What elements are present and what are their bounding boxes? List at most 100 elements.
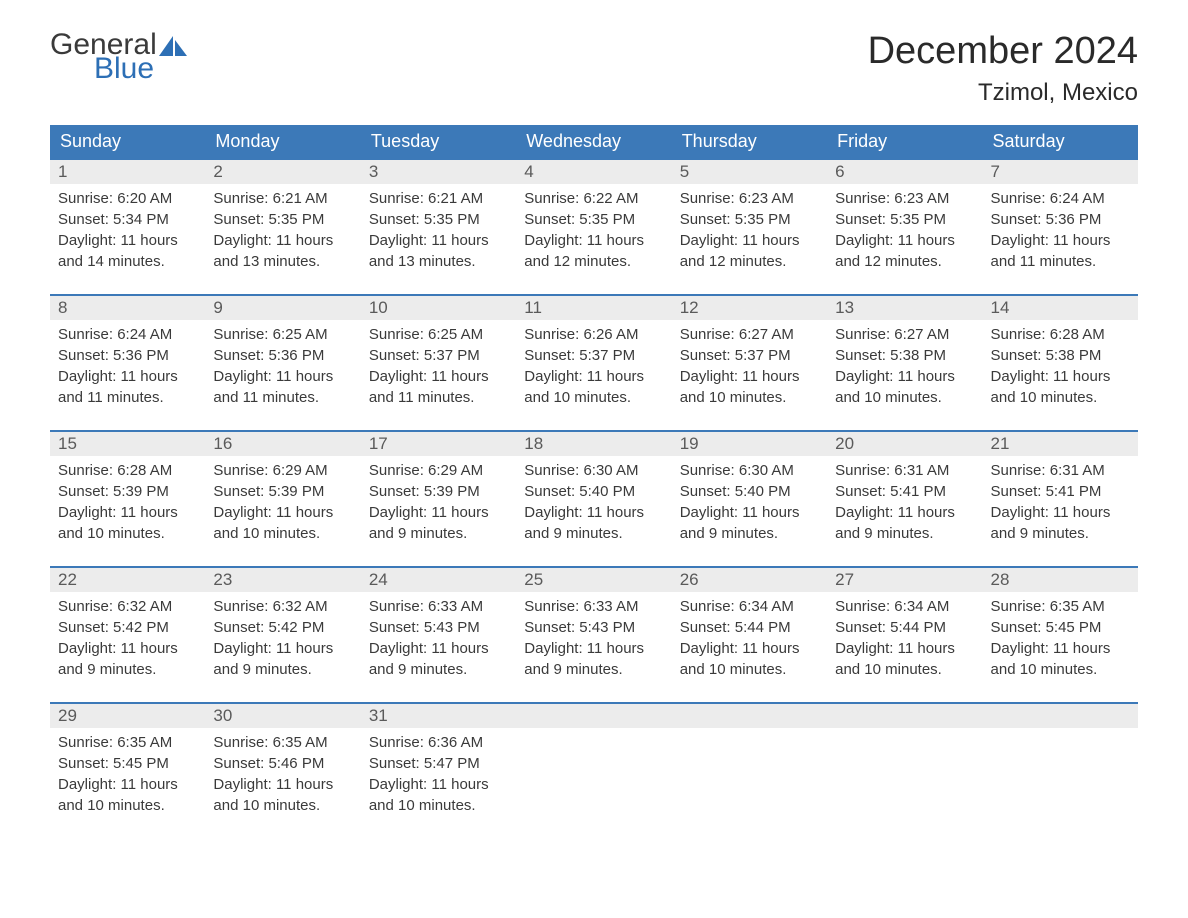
day-content: Sunrise: 6:21 AMSunset: 5:35 PMDaylight:… [205,184,360,294]
daylight-text: Daylight: 11 hours and 10 minutes. [369,774,508,816]
weekday-header-row: Sunday Monday Tuesday Wednesday Thursday… [50,125,1138,159]
sunrise-text: Sunrise: 6:26 AM [524,324,663,345]
daylight-text: Daylight: 11 hours and 10 minutes. [991,366,1130,408]
daylight-text: Daylight: 11 hours and 14 minutes. [58,230,197,272]
day-number: 1 [50,160,205,184]
daylight-text: Daylight: 11 hours and 10 minutes. [213,502,352,544]
sunset-text: Sunset: 5:45 PM [991,617,1130,638]
day-number: 22 [50,568,205,592]
calendar-day-cell: 15Sunrise: 6:28 AMSunset: 5:39 PMDayligh… [50,431,205,567]
sunset-text: Sunset: 5:36 PM [213,345,352,366]
sunset-text: Sunset: 5:41 PM [991,481,1130,502]
day-content: Sunrise: 6:29 AMSunset: 5:39 PMDaylight:… [205,456,360,566]
sunrise-text: Sunrise: 6:34 AM [680,596,819,617]
calendar-day-cell: 20Sunrise: 6:31 AMSunset: 5:41 PMDayligh… [827,431,982,567]
daylight-text: Daylight: 11 hours and 11 minutes. [991,230,1130,272]
sunset-text: Sunset: 5:43 PM [524,617,663,638]
day-number: 26 [672,568,827,592]
sunset-text: Sunset: 5:35 PM [369,209,508,230]
calendar-day-cell: 8Sunrise: 6:24 AMSunset: 5:36 PMDaylight… [50,295,205,431]
calendar-week-row: 15Sunrise: 6:28 AMSunset: 5:39 PMDayligh… [50,431,1138,567]
sunrise-text: Sunrise: 6:35 AM [213,732,352,753]
day-number: 12 [672,296,827,320]
sunrise-text: Sunrise: 6:24 AM [991,188,1130,209]
day-content: Sunrise: 6:35 AMSunset: 5:45 PMDaylight:… [983,592,1138,702]
day-content: Sunrise: 6:27 AMSunset: 5:37 PMDaylight:… [672,320,827,430]
weekday-header: Friday [827,125,982,159]
day-number: 5 [672,160,827,184]
day-content: Sunrise: 6:23 AMSunset: 5:35 PMDaylight:… [827,184,982,294]
day-content: Sunrise: 6:25 AMSunset: 5:37 PMDaylight:… [361,320,516,430]
month-title: December 2024 [868,30,1138,73]
calendar-day-cell [516,703,671,838]
weekday-header: Monday [205,125,360,159]
day-content: Sunrise: 6:32 AMSunset: 5:42 PMDaylight:… [205,592,360,702]
title-block: December 2024 Tzimol, Mexico [868,30,1138,107]
calendar-day-cell: 5Sunrise: 6:23 AMSunset: 5:35 PMDaylight… [672,159,827,295]
day-content: Sunrise: 6:30 AMSunset: 5:40 PMDaylight:… [516,456,671,566]
day-number: 18 [516,432,671,456]
calendar-day-cell: 29Sunrise: 6:35 AMSunset: 5:45 PMDayligh… [50,703,205,838]
sunrise-text: Sunrise: 6:23 AM [835,188,974,209]
day-number: 30 [205,704,360,728]
sunset-text: Sunset: 5:45 PM [58,753,197,774]
sunrise-text: Sunrise: 6:32 AM [213,596,352,617]
calendar-day-cell: 21Sunrise: 6:31 AMSunset: 5:41 PMDayligh… [983,431,1138,567]
weekday-header: Thursday [672,125,827,159]
day-number: 14 [983,296,1138,320]
sunrise-text: Sunrise: 6:20 AM [58,188,197,209]
sunset-text: Sunset: 5:38 PM [835,345,974,366]
daylight-text: Daylight: 11 hours and 10 minutes. [524,366,663,408]
calendar-day-cell: 26Sunrise: 6:34 AMSunset: 5:44 PMDayligh… [672,567,827,703]
sunrise-text: Sunrise: 6:27 AM [680,324,819,345]
day-number: 8 [50,296,205,320]
day-content: Sunrise: 6:34 AMSunset: 5:44 PMDaylight:… [672,592,827,702]
calendar-day-cell: 25Sunrise: 6:33 AMSunset: 5:43 PMDayligh… [516,567,671,703]
daylight-text: Daylight: 11 hours and 9 minutes. [213,638,352,680]
calendar-day-cell: 3Sunrise: 6:21 AMSunset: 5:35 PMDaylight… [361,159,516,295]
daylight-text: Daylight: 11 hours and 9 minutes. [835,502,974,544]
day-number: 9 [205,296,360,320]
daylight-text: Daylight: 11 hours and 12 minutes. [680,230,819,272]
daylight-text: Daylight: 11 hours and 9 minutes. [524,638,663,680]
daylight-text: Daylight: 11 hours and 13 minutes. [213,230,352,272]
day-number: 6 [827,160,982,184]
sunset-text: Sunset: 5:37 PM [680,345,819,366]
day-number: 31 [361,704,516,728]
day-content: Sunrise: 6:32 AMSunset: 5:42 PMDaylight:… [50,592,205,702]
sunrise-text: Sunrise: 6:30 AM [524,460,663,481]
weekday-header: Tuesday [361,125,516,159]
day-number: 29 [50,704,205,728]
calendar-day-cell: 9Sunrise: 6:25 AMSunset: 5:36 PMDaylight… [205,295,360,431]
day-number: 23 [205,568,360,592]
calendar-day-cell: 11Sunrise: 6:26 AMSunset: 5:37 PMDayligh… [516,295,671,431]
day-content: Sunrise: 6:28 AMSunset: 5:39 PMDaylight:… [50,456,205,566]
day-content: Sunrise: 6:25 AMSunset: 5:36 PMDaylight:… [205,320,360,430]
day-content: Sunrise: 6:24 AMSunset: 5:36 PMDaylight:… [50,320,205,430]
sunrise-text: Sunrise: 6:30 AM [680,460,819,481]
daylight-text: Daylight: 11 hours and 10 minutes. [58,502,197,544]
sunrise-text: Sunrise: 6:31 AM [991,460,1130,481]
logo-sail-icon [159,36,187,56]
sunset-text: Sunset: 5:47 PM [369,753,508,774]
daylight-text: Daylight: 11 hours and 10 minutes. [58,774,197,816]
day-number: 11 [516,296,671,320]
sunset-text: Sunset: 5:42 PM [213,617,352,638]
day-number: 4 [516,160,671,184]
sunset-text: Sunset: 5:35 PM [524,209,663,230]
calendar-day-cell: 23Sunrise: 6:32 AMSunset: 5:42 PMDayligh… [205,567,360,703]
day-number: 3 [361,160,516,184]
sunrise-text: Sunrise: 6:24 AM [58,324,197,345]
day-content: Sunrise: 6:33 AMSunset: 5:43 PMDaylight:… [516,592,671,702]
daylight-text: Daylight: 11 hours and 9 minutes. [524,502,663,544]
day-content: Sunrise: 6:34 AMSunset: 5:44 PMDaylight:… [827,592,982,702]
daylight-text: Daylight: 11 hours and 9 minutes. [991,502,1130,544]
sunset-text: Sunset: 5:39 PM [369,481,508,502]
sunrise-text: Sunrise: 6:36 AM [369,732,508,753]
day-content: Sunrise: 6:35 AMSunset: 5:46 PMDaylight:… [205,728,360,838]
sunrise-text: Sunrise: 6:33 AM [524,596,663,617]
weekday-header: Wednesday [516,125,671,159]
location: Tzimol, Mexico [868,79,1138,107]
calendar-day-cell: 18Sunrise: 6:30 AMSunset: 5:40 PMDayligh… [516,431,671,567]
sunset-text: Sunset: 5:36 PM [991,209,1130,230]
